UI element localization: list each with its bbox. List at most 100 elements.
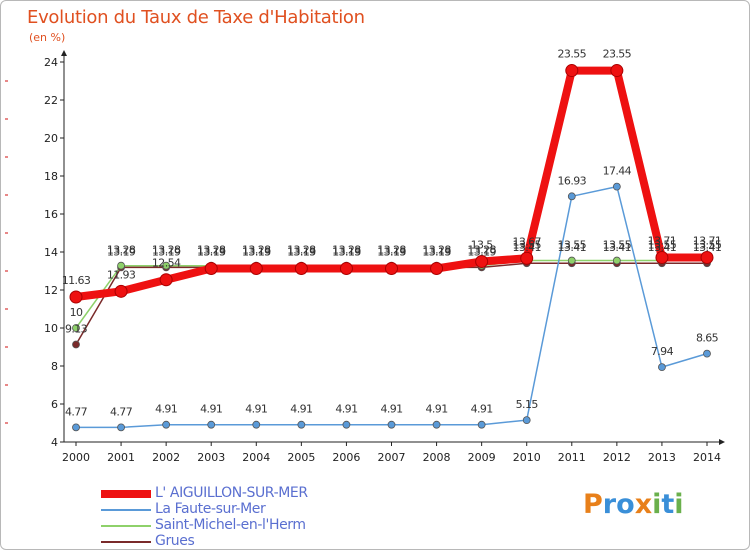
data-label: 13.55 xyxy=(693,239,722,252)
logo-letter: r xyxy=(602,489,617,520)
data-label: 9.13 xyxy=(65,323,88,336)
data-point xyxy=(387,420,396,429)
logo-letter: o xyxy=(616,489,635,520)
data-label: 16.93 xyxy=(558,174,587,187)
chart-title: Evolution du Taux de Taxe d'Habitation xyxy=(27,7,365,28)
data-label: 4.91 xyxy=(335,403,357,416)
data-label: 11.93 xyxy=(107,268,136,281)
legend-swatch xyxy=(101,525,151,527)
data-label: 13.28 xyxy=(242,244,271,257)
data-point xyxy=(159,273,173,287)
data-label: 13.41 xyxy=(648,241,677,254)
y-tick-label: 4 xyxy=(51,436,58,449)
data-point xyxy=(72,324,80,332)
data-label: 13.13 xyxy=(242,246,271,259)
logo-letter: i xyxy=(674,489,684,520)
data-label: 13.19 xyxy=(467,245,496,258)
data-label: 4.77 xyxy=(65,405,88,418)
data-point xyxy=(72,340,80,349)
data-label: 4.91 xyxy=(155,403,177,416)
data-label: 13.19 xyxy=(107,245,136,258)
data-label: 13.19 xyxy=(152,245,181,258)
x-tick-label: 2009 xyxy=(468,451,496,464)
data-point xyxy=(430,262,444,276)
data-point xyxy=(342,420,351,429)
data-label: 13.71 xyxy=(648,235,677,248)
data-label: 13.55 xyxy=(648,239,677,252)
data-label: 13.13 xyxy=(287,246,316,259)
data-label: 8.65 xyxy=(696,332,719,345)
data-label: 4.91 xyxy=(290,403,312,416)
data-label: 13.19 xyxy=(287,245,316,258)
data-point xyxy=(565,64,579,78)
logo-letter: P xyxy=(583,489,603,520)
data-point xyxy=(432,420,441,429)
x-tick-label: 2008 xyxy=(423,451,451,464)
x-tick-label: 2006 xyxy=(332,451,360,464)
legend-label: La Faute-sur-Mer xyxy=(155,501,266,517)
y-tick-label: 6 xyxy=(51,398,58,411)
data-point xyxy=(204,262,218,276)
data-label: 13.55 xyxy=(558,239,587,252)
legend-swatch xyxy=(101,490,151,498)
data-label: 13.41 xyxy=(603,241,632,254)
x-tick-label: 2007 xyxy=(378,451,406,464)
data-point xyxy=(114,284,128,298)
data-label: 13.28 xyxy=(467,244,496,257)
data-label: 13.5 xyxy=(471,239,494,252)
data-label: 13.55 xyxy=(512,239,541,252)
data-point xyxy=(249,262,263,276)
data-point xyxy=(339,262,353,276)
data-label: 13.19 xyxy=(332,245,361,258)
x-tick-label: 2014 xyxy=(693,451,721,464)
proxiti-logo: Proxiti xyxy=(583,489,684,520)
x-tick-label: 2013 xyxy=(648,451,676,464)
y-tick-label: 22 xyxy=(44,94,58,107)
y-axis-arrow xyxy=(61,50,67,56)
data-label: 13.19 xyxy=(197,245,226,258)
data-point xyxy=(703,349,711,358)
data-label: 13.28 xyxy=(332,244,361,257)
data-label: 13.28 xyxy=(107,244,136,257)
data-label: 13.13 xyxy=(197,246,226,259)
data-label: 4.77 xyxy=(110,405,133,418)
y-tick-label: 14 xyxy=(44,246,58,259)
data-label: 13.13 xyxy=(332,246,361,259)
data-label: 7.94 xyxy=(651,345,674,358)
x-tick-label: 2003 xyxy=(197,451,225,464)
data-label: 13.55 xyxy=(603,239,632,252)
x-tick-label: 2002 xyxy=(152,451,180,464)
data-point xyxy=(162,420,171,429)
data-label: 17.44 xyxy=(603,165,632,178)
legend-swatch xyxy=(101,509,151,511)
data-point xyxy=(294,262,308,276)
data-label: 4.91 xyxy=(426,403,448,416)
data-point xyxy=(477,420,486,429)
data-point xyxy=(612,182,621,191)
logo-letter: t xyxy=(661,489,675,520)
x-tick-label: 2005 xyxy=(287,451,315,464)
data-label: 13.67 xyxy=(512,235,541,248)
legend-label: Saint-Michel-en-l'Herm xyxy=(155,517,306,533)
data-label: 13.28 xyxy=(287,244,316,257)
x-tick-label: 2011 xyxy=(558,451,586,464)
series-line xyxy=(75,185,708,429)
data-point xyxy=(567,192,576,201)
x-tick-label: 2004 xyxy=(242,451,270,464)
data-point xyxy=(655,251,669,265)
data-label: 4.91 xyxy=(380,403,402,416)
data-label: 13.41 xyxy=(693,241,722,254)
logo-letter: x xyxy=(634,489,653,520)
data-point xyxy=(117,261,125,270)
data-point xyxy=(610,64,624,78)
data-label: 13.13 xyxy=(422,246,451,259)
data-label: 13.28 xyxy=(197,244,226,257)
data-label: 13.28 xyxy=(377,244,406,257)
y-tick-label: 16 xyxy=(44,208,58,221)
data-label: 13.71 xyxy=(693,235,722,248)
data-point xyxy=(252,420,261,429)
data-label: 13.19 xyxy=(377,245,406,258)
